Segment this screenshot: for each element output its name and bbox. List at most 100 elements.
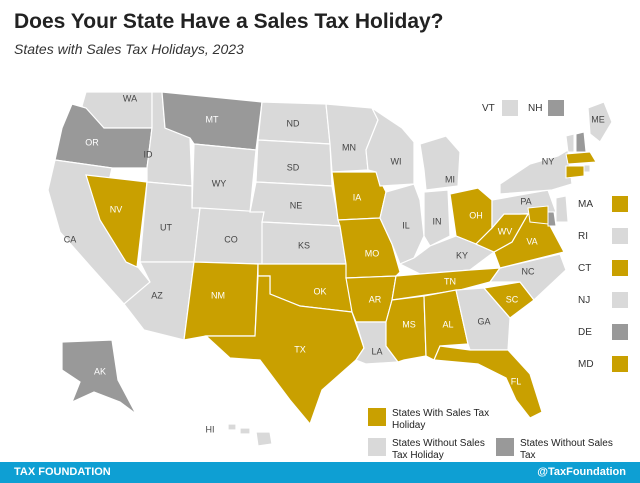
legend-label: States Without Sales Tax bbox=[520, 438, 613, 461]
state-label-mi: MI bbox=[445, 174, 455, 184]
state-label-sd: SD bbox=[287, 162, 300, 172]
state-label-wa: WA bbox=[123, 93, 137, 103]
state-ri bbox=[583, 164, 591, 173]
legend-item: States With Sales Tax Holiday bbox=[368, 408, 492, 432]
state-in bbox=[423, 189, 451, 247]
small-state-ma: MA bbox=[578, 196, 628, 212]
small-state-vt: VT bbox=[482, 100, 518, 116]
small-state-swatch bbox=[612, 324, 628, 340]
state-label-la: LA bbox=[371, 346, 382, 356]
state-label-nc: NC bbox=[522, 266, 535, 276]
state-label-ne: NE bbox=[290, 200, 303, 210]
state-shapes bbox=[47, 91, 613, 447]
state-label-va: VA bbox=[526, 236, 537, 246]
state-label-ia: IA bbox=[353, 192, 362, 202]
state-me bbox=[587, 101, 613, 143]
small-state-label: RI bbox=[578, 230, 588, 242]
state-fl bbox=[433, 345, 543, 419]
state-label-ms: MS bbox=[402, 319, 416, 329]
small-state-label: MD bbox=[578, 358, 594, 370]
footer-brand: TAX FOUNDATION bbox=[14, 466, 111, 478]
state-label-fl: FL bbox=[511, 376, 522, 386]
state-de bbox=[547, 211, 557, 227]
state-label-pa: PA bbox=[520, 196, 531, 206]
small-state-label: CT bbox=[578, 262, 592, 274]
small-state-swatch bbox=[612, 260, 628, 276]
state-label-ny: NY bbox=[542, 156, 555, 166]
legend-swatch bbox=[496, 438, 514, 456]
state-label-wy: WY bbox=[212, 178, 227, 188]
state-label-il: IL bbox=[402, 220, 410, 230]
small-state-nh: NH bbox=[528, 100, 564, 116]
state-labels: WA OR CA NV ID MT WY UT AZ CO NM ND SD NE KS OK TX MN IA MO… bbox=[64, 93, 605, 434]
state-label-ga: GA bbox=[477, 316, 490, 326]
state-label-tx: TX bbox=[294, 344, 306, 354]
state-ct bbox=[565, 165, 585, 179]
small-state-swatch bbox=[612, 356, 628, 372]
state-label-tn: TN bbox=[444, 276, 456, 286]
small-state-de: DE bbox=[578, 324, 628, 340]
state-hi bbox=[227, 423, 273, 447]
state-label-ca: CA bbox=[64, 234, 77, 244]
legend-item: States Without Sales Tax Holiday bbox=[368, 438, 492, 462]
footer-handle: @TaxFoundation bbox=[537, 466, 626, 478]
footer-bar: TAX FOUNDATION @TaxFoundation bbox=[0, 462, 640, 483]
state-label-mt: MT bbox=[206, 114, 219, 124]
legend-item: States Without Sales Tax bbox=[496, 438, 620, 462]
state-label-wv: WV bbox=[498, 226, 513, 236]
small-state-md: MD bbox=[578, 356, 628, 372]
state-ny bbox=[499, 149, 573, 195]
state-label-hi: HI bbox=[206, 424, 215, 434]
state-label-or: OR bbox=[85, 137, 99, 147]
state-label-ok: OK bbox=[313, 286, 326, 296]
state-label-ut: UT bbox=[160, 222, 172, 232]
state-wi bbox=[365, 106, 415, 187]
state-label-ar: AR bbox=[369, 294, 382, 304]
small-state-ct: CT bbox=[578, 260, 628, 276]
state-md bbox=[527, 205, 549, 225]
state-ma bbox=[565, 151, 597, 165]
small-state-label: DE bbox=[578, 326, 592, 338]
state-label-ks: KS bbox=[298, 240, 310, 250]
state-label-mo: MO bbox=[365, 248, 380, 258]
state-label-id: ID bbox=[144, 149, 154, 159]
legend-swatch bbox=[368, 438, 386, 456]
small-state-swatch bbox=[612, 196, 628, 212]
state-label-in: IN bbox=[433, 216, 442, 226]
state-mi bbox=[419, 135, 461, 191]
chart-subtitle: States with Sales Tax Holidays, 2023 bbox=[14, 41, 244, 57]
legend-swatch bbox=[368, 408, 386, 426]
small-state-swatch bbox=[612, 228, 628, 244]
small-state-swatch bbox=[502, 100, 518, 116]
state-label-wi: WI bbox=[391, 156, 402, 166]
state-label-oh: OH bbox=[469, 210, 483, 220]
small-state-ri: RI bbox=[578, 228, 628, 244]
state-label-al: AL bbox=[442, 319, 453, 329]
legend-label: States Without Sales Tax Holiday bbox=[392, 438, 485, 461]
state-nm bbox=[183, 261, 259, 341]
state-label-nd: ND bbox=[287, 118, 300, 128]
state-vt bbox=[565, 133, 575, 153]
state-label-me: ME bbox=[591, 114, 605, 124]
state-label-co: CO bbox=[224, 234, 238, 244]
state-nv bbox=[85, 174, 148, 268]
state-nj bbox=[555, 195, 569, 223]
small-state-swatch bbox=[612, 292, 628, 308]
small-state-label: VT bbox=[482, 102, 495, 114]
state-ak bbox=[61, 339, 137, 415]
state-label-ak: AK bbox=[94, 366, 106, 376]
state-label-nv: NV bbox=[110, 204, 123, 214]
chart-title: Does Your State Have a Sales Tax Holiday… bbox=[14, 10, 444, 33]
state-tx bbox=[204, 275, 365, 426]
state-label-sc: SC bbox=[506, 294, 519, 304]
small-state-nj: NJ bbox=[578, 292, 628, 308]
legend-label: States With Sales Tax Holiday bbox=[392, 408, 490, 431]
state-label-nm: NM bbox=[211, 290, 225, 300]
small-state-label: NJ bbox=[578, 294, 591, 306]
small-state-label: NH bbox=[528, 102, 543, 114]
state-label-az: AZ bbox=[151, 290, 163, 300]
state-label-ky: KY bbox=[456, 250, 468, 260]
small-state-swatch bbox=[548, 100, 564, 116]
state-nh bbox=[575, 131, 587, 153]
